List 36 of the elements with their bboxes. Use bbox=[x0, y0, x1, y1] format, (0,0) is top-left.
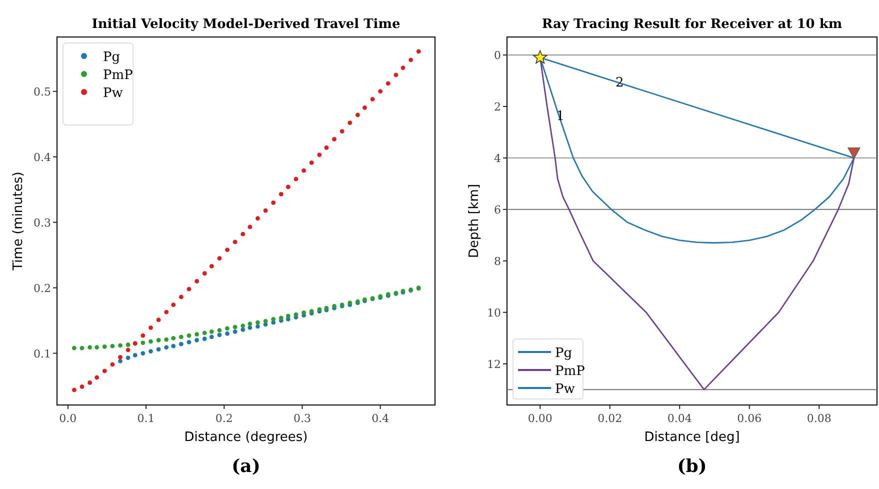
legend-label: Pg bbox=[103, 50, 120, 65]
y-tick-label: 0.3 bbox=[34, 216, 51, 230]
x-tick-label: 0.00 bbox=[528, 412, 552, 425]
legend-label: Pg bbox=[555, 346, 572, 361]
legend-label: PmP bbox=[555, 364, 586, 379]
y-tick-label: 0.2 bbox=[34, 282, 51, 295]
x-tick-label: 0.1 bbox=[137, 412, 155, 425]
y-tick-label: 0 bbox=[494, 49, 501, 62]
y-tick-label: 0.4 bbox=[34, 150, 51, 164]
y-tick-label: 6 bbox=[494, 203, 501, 216]
y-tick-label: 8 bbox=[494, 254, 501, 268]
x-tick-label: 0.3 bbox=[293, 412, 311, 425]
text: (b) bbox=[677, 456, 707, 477]
x-tick-label: 0.4 bbox=[372, 412, 390, 425]
x-axis-title: Distance (degrees) bbox=[184, 430, 308, 445]
x-tick-label: 0.2 bbox=[215, 412, 233, 425]
chart-title: Initial Velocity Model-Derived Travel Time bbox=[92, 17, 400, 32]
text: (a) bbox=[232, 456, 260, 477]
x-axis-title: Distance [deg] bbox=[644, 430, 740, 445]
legend-label: Pw bbox=[555, 382, 575, 397]
y-tick-label: 2 bbox=[494, 100, 501, 114]
legend-label: Pw bbox=[103, 86, 123, 101]
y-tick-label: 4 bbox=[494, 152, 501, 165]
y-tick-label: 0.5 bbox=[34, 85, 51, 98]
y-axis-title: Time (minutes) bbox=[11, 172, 26, 272]
x-tick-label: 0.04 bbox=[667, 412, 692, 425]
y-tick-label: 10 bbox=[487, 306, 501, 320]
x-tick-label: 0.0 bbox=[59, 412, 77, 425]
x-tick-label: 0.06 bbox=[737, 412, 762, 425]
y-tick-label: 12 bbox=[487, 358, 501, 371]
y-tick-label: 0.1 bbox=[34, 347, 51, 360]
x-tick-label: 0.02 bbox=[598, 412, 622, 425]
x-tick-label: 0.08 bbox=[806, 412, 832, 425]
chart-title: Ray Tracing Result for Receiver at 10 km bbox=[542, 17, 842, 32]
legend-label: PmP bbox=[103, 68, 134, 83]
y-axis-title: Depth [km] bbox=[467, 184, 482, 258]
